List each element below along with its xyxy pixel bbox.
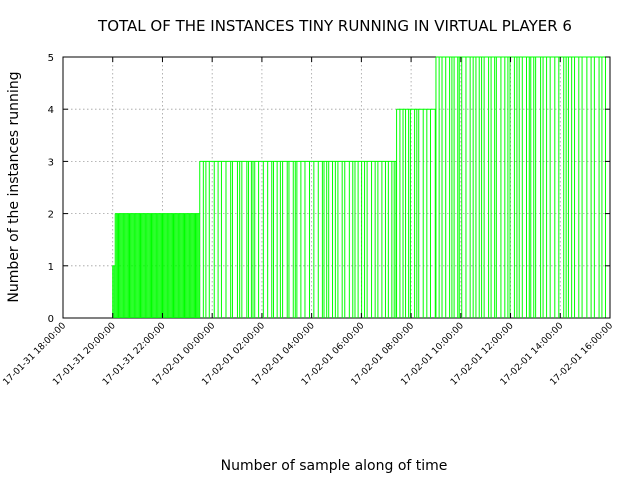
series-segment-level-2	[114, 213, 200, 318]
y-tick-label: 1	[48, 262, 54, 273]
y-axis-label: Number of the instances running	[6, 71, 22, 302]
chart-title: TOTAL OF THE INSTANCES TINY RUNNING IN V…	[97, 17, 572, 35]
y-tick-label: 0	[48, 314, 54, 325]
y-tick-label: 2	[48, 210, 54, 221]
x-axis-label: Number of sample along of time	[221, 458, 448, 474]
y-tick-label: 4	[48, 105, 54, 116]
y-tick-label: 5	[48, 53, 54, 64]
series-instances-running	[112, 56, 608, 318]
plot-frame	[62, 56, 611, 319]
y-tick-label: 3	[48, 157, 54, 168]
series-segment-level-3	[199, 160, 397, 318]
series-segment-level-4	[396, 108, 436, 318]
series-segment-level-5	[435, 56, 608, 318]
